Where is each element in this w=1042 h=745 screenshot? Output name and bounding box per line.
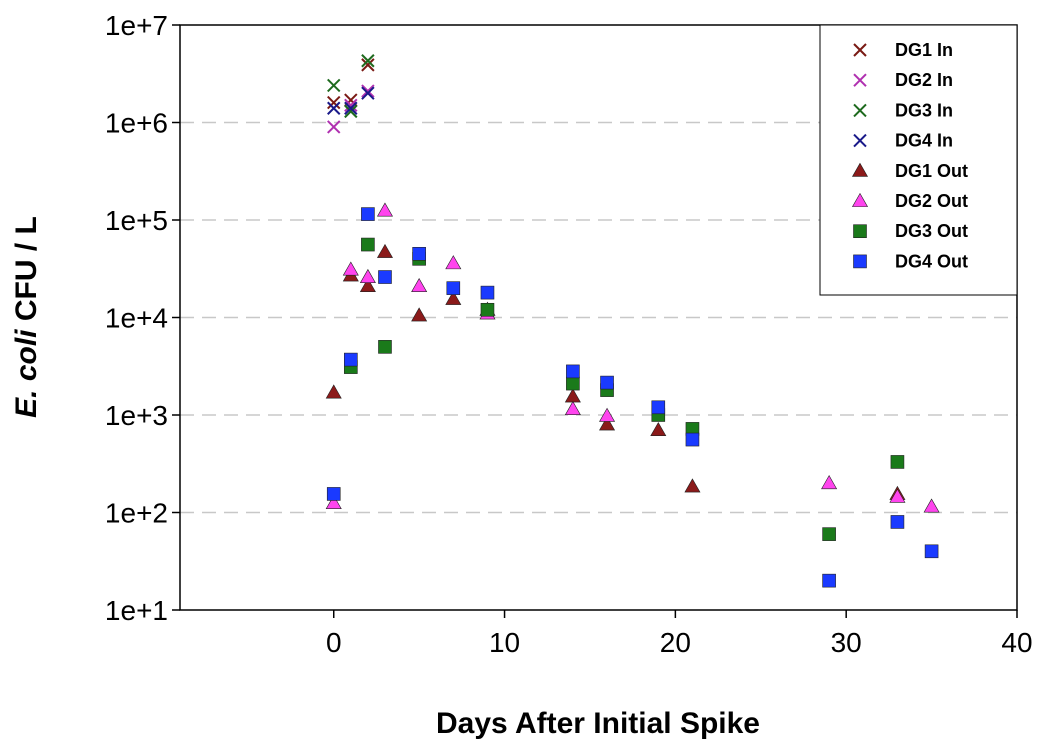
data-points	[325, 54, 940, 588]
legend: DG1 In DG2 In DG3 In DG4 In DG1 Out DG2 Out DG…	[819, 24, 1018, 296]
dg3-out-point	[566, 376, 580, 391]
dg2-out-point	[411, 277, 428, 293]
dg1-out-point	[411, 307, 428, 322]
dg2-out-point	[889, 488, 906, 503]
dg2-out-point	[599, 407, 616, 422]
y-tick-label: 1e+7	[105, 10, 168, 41]
dg1-out-point	[650, 421, 667, 437]
x-axis-ticks: 0 10 20 30 40	[326, 610, 1033, 658]
dg2-out-point	[923, 498, 940, 513]
dg4-out-point	[480, 285, 495, 300]
y-tick-label: 1e+4	[105, 303, 168, 334]
legend-label-dg4-in: DG4 In	[895, 131, 953, 151]
dg1-in-point	[327, 95, 341, 110]
x-tick-label: 40	[1001, 627, 1032, 658]
y-tick-label: 1e+2	[105, 498, 168, 529]
dg1-out-point	[376, 243, 393, 258]
legend-items: DG1 In DG2 In DG3 In DG4 In DG1 Out DG2 Out DG…	[851, 40, 968, 271]
legend-label-dg3-in: DG3 In	[895, 100, 953, 120]
dg3-out-point	[890, 455, 905, 469]
dg3-in-point	[344, 104, 358, 119]
legend-marker-dg2-out	[851, 192, 869, 207]
dg1-out-point	[564, 388, 581, 403]
dg3-out-point	[822, 527, 836, 541]
dg3-out-point	[361, 237, 375, 252]
y-tick-label: 1e+1	[105, 595, 168, 626]
x-tick-label: 20	[660, 627, 691, 658]
legend-marker-dg1-in	[853, 43, 867, 57]
dg4-in-point	[327, 101, 341, 115]
dg3-in-point	[327, 78, 341, 93]
legend-label-dg4-out: DG4 Out	[895, 251, 968, 271]
legend-label-dg2-out: DG2 Out	[895, 191, 968, 211]
legend-label-dg3-out: DG3 Out	[895, 221, 968, 241]
dg4-out-point	[566, 364, 580, 379]
dg1-out-point	[445, 290, 462, 305]
dg2-out-point	[821, 475, 838, 490]
dg1-out-point	[359, 277, 376, 293]
y-tick-label: 1e+3	[105, 400, 168, 431]
dg1-in-point	[361, 58, 375, 72]
gridlines	[180, 121, 1017, 514]
legend-box	[819, 24, 1018, 296]
dg2-out-point	[445, 255, 462, 270]
legend-label-dg1-in: DG1 In	[895, 40, 953, 60]
legend-label-dg1-out: DG1 Out	[895, 161, 968, 181]
dg1-out-point	[684, 478, 701, 493]
dg4-out-point	[600, 375, 614, 390]
y-axis-ticks: 1e+1 1e+2 1e+3 1e+4 1e+5 1e+6 1e+7	[105, 10, 180, 626]
legend-label-dg2-in: DG2 In	[895, 70, 953, 90]
dg4-out-point	[326, 487, 341, 501]
dg2-out-point	[342, 261, 359, 276]
dg2-out-point	[325, 494, 342, 509]
x-tick-label: 0	[326, 627, 342, 658]
dg4-out-point	[378, 270, 392, 284]
x-tick-label: 10	[489, 627, 520, 658]
y-tick-label: 1e+6	[105, 108, 168, 139]
dg4-out-point	[685, 432, 700, 447]
dg2-out-point	[359, 268, 376, 283]
legend-marker-dg2-in	[853, 73, 867, 87]
x-tick-label: 30	[831, 627, 862, 658]
y-axis-title-rest: CFU / L	[10, 216, 43, 329]
y-axis-title-italic: E. coli	[10, 329, 43, 418]
dg2-in-point	[327, 120, 341, 134]
legend-marker-dg1-out	[851, 162, 869, 177]
dg3-out-point	[480, 302, 495, 317]
dg1-out-point	[599, 416, 616, 431]
dg2-in-point	[344, 98, 358, 113]
dg4-out-point	[651, 400, 666, 415]
dg4-out-point	[361, 207, 375, 221]
dg4-out-point	[344, 352, 358, 367]
dg2-in-point	[361, 84, 375, 98]
dg2-out-point	[376, 202, 393, 217]
y-tick-label: 1e+5	[105, 205, 168, 236]
dg4-out-point	[890, 515, 905, 529]
dg2-out-point	[564, 400, 581, 416]
dg4-out-point	[924, 544, 939, 559]
legend-marker-dg3-in	[853, 103, 867, 118]
dg4-in-point	[361, 86, 375, 100]
dg4-out-point	[822, 573, 836, 588]
dg4-in-point	[344, 101, 358, 115]
dg1-out-point	[325, 384, 342, 399]
legend-marker-dg4-out	[853, 254, 867, 269]
dg3-in-point	[361, 54, 375, 68]
legend-marker-dg3-out	[853, 224, 867, 238]
dg4-out-point	[412, 247, 426, 261]
dg4-out-point	[446, 281, 461, 295]
dg3-out-point	[378, 340, 392, 354]
x-axis-title: Days After Initial Spike	[436, 707, 760, 740]
legend-marker-dg4-in	[853, 133, 867, 148]
y-axis-title: E. coli CFU / L	[10, 216, 43, 418]
